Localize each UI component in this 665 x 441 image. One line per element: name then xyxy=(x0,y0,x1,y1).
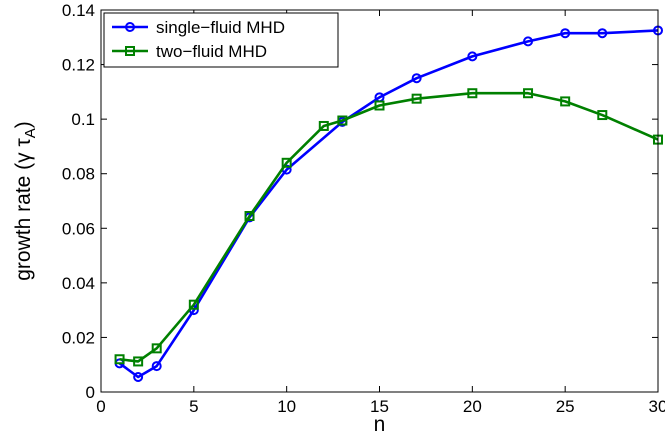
legend: single−fluid MHD two−fluid MHD xyxy=(103,12,339,68)
x-axis-label: n xyxy=(374,413,386,436)
data-point xyxy=(281,157,292,168)
x-tick-label: 0 xyxy=(96,397,105,416)
x-tick-label: 15 xyxy=(370,397,389,416)
legend-marker xyxy=(125,46,135,56)
data-point xyxy=(523,36,534,47)
series-line xyxy=(119,91,659,363)
series-2 xyxy=(114,88,663,367)
legend-items: single−fluid MHD two−fluid MHD xyxy=(112,18,285,61)
ticks-layer: 0 5 10 15 20 25 30 0 0.02 0.04 0.06 0.08 0.1 0.12 0.14 xyxy=(62,1,665,416)
y-tick-label: 0.1 xyxy=(71,110,95,129)
data-point xyxy=(188,299,199,310)
data-point xyxy=(467,88,478,99)
data-point xyxy=(318,120,329,131)
legend-item: two−fluid MHD xyxy=(112,42,267,61)
y-tick-label: 0.14 xyxy=(62,1,95,20)
y-tick-label: 0.12 xyxy=(62,56,95,75)
y-tick-label: 0.04 xyxy=(62,274,95,293)
data-point xyxy=(114,354,125,365)
y-axis-label-sub: A xyxy=(22,128,39,138)
x-tick-label: 30 xyxy=(649,397,665,416)
data-point xyxy=(151,361,162,372)
x-tick-label: 20 xyxy=(463,397,482,416)
x-tick-label: 10 xyxy=(277,397,296,416)
y-tick-label: 0.08 xyxy=(62,165,95,184)
y-tick-label: 0.02 xyxy=(62,328,95,347)
series-line xyxy=(118,29,659,379)
series-1 xyxy=(114,25,663,382)
legend-box xyxy=(103,12,339,68)
data-point xyxy=(151,343,162,354)
x-tick-label: 25 xyxy=(556,397,575,416)
x-tick-label: 5 xyxy=(189,397,198,416)
legend-item: single−fluid MHD xyxy=(112,18,285,37)
y-axis-label-main: growth rate (γ τ xyxy=(12,138,35,281)
series-layer xyxy=(114,25,663,382)
y-tick-label: 0 xyxy=(86,383,95,402)
legend-marker xyxy=(125,22,135,32)
data-point xyxy=(337,115,348,126)
legend-label: two−fluid MHD xyxy=(156,42,267,61)
data-point xyxy=(411,73,422,84)
data-point xyxy=(560,96,571,107)
data-point xyxy=(560,28,571,39)
data-point xyxy=(597,28,608,39)
data-point xyxy=(597,110,608,121)
data-point xyxy=(374,100,385,111)
y-axis-label-close: ) xyxy=(12,121,35,128)
data-point xyxy=(467,51,478,62)
data-point xyxy=(133,371,144,382)
data-point xyxy=(523,88,534,99)
y-tick-label: 0.06 xyxy=(62,219,95,238)
legend-label: single−fluid MHD xyxy=(156,18,285,37)
data-point xyxy=(411,93,422,104)
data-point xyxy=(244,211,255,222)
data-point xyxy=(133,356,144,367)
y-axis-label: growth rate (γ τA) xyxy=(12,121,39,281)
